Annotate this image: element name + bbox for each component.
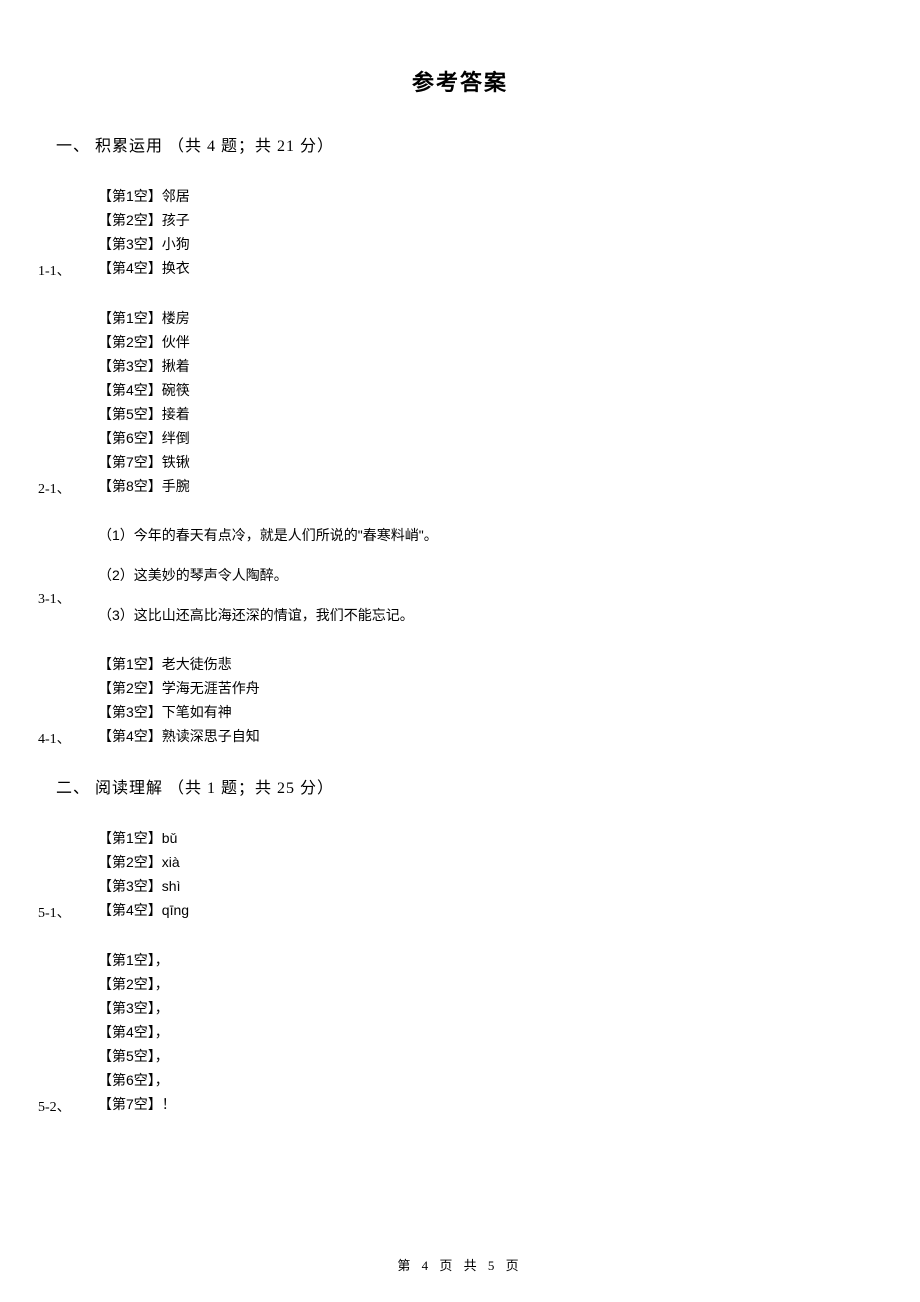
page-title: 参考答案 — [0, 0, 920, 132]
answer-item: 【第1空】邻居 — [98, 184, 864, 208]
answer-item: 【第4空】熟读深思子自知 — [98, 724, 864, 748]
page-footer: 第 4 页 共 5 页 — [0, 1255, 920, 1274]
group-label-5-1: 5-1、 — [38, 902, 71, 922]
answer-group-1: 【第1空】邻居 【第2空】孩子 【第3空】小狗 【第4空】换衣 1-1、 — [56, 184, 864, 280]
answer-item: 【第4空】换衣 — [98, 256, 864, 280]
answer-item: 【第4空】qīng — [98, 898, 864, 922]
sentence-group-3: （1）今年的春天有点冷，就是人们所说的"春寒料峭"。 （2）这美妙的琴声令人陶醉… — [56, 524, 864, 626]
answer-item: 【第1空】楼房 — [98, 306, 864, 330]
group-label-1-1: 1-1、 — [38, 260, 71, 280]
answer-group-5-2: 【第1空】， 【第2空】， 【第3空】， 【第4空】， 【第5空】， 【第6空】… — [56, 948, 864, 1116]
answer-item: 【第2空】xià — [98, 850, 864, 874]
answer-item: 【第1空】， — [98, 948, 864, 972]
answer-item: 【第3空】揪着 — [98, 354, 864, 378]
section-two: 二、 阅读理解 （共 1 题；共 25 分） 【第1空】bǔ 【第2空】xià … — [56, 774, 864, 1116]
answer-item: 【第4空】碗筷 — [98, 378, 864, 402]
group-label-3-1: 3-1、 — [38, 588, 71, 608]
answer-item: 【第4空】， — [98, 1020, 864, 1044]
group-label-5-2: 5-2、 — [38, 1096, 71, 1116]
group-label-4-1: 4-1、 — [38, 728, 71, 748]
answer-item: 【第3空】下笔如有神 — [98, 700, 864, 724]
answer-item: 【第1空】bǔ — [98, 826, 864, 850]
section-one: 一、 积累运用 （共 4 题；共 21 分） 【第1空】邻居 【第2空】孩子 【… — [56, 132, 864, 748]
answer-group-4: 【第1空】老大徒伤悲 【第2空】学海无涯苦作舟 【第3空】下笔如有神 【第4空】… — [56, 652, 864, 748]
answer-item: 【第8空】手腕 — [98, 474, 864, 498]
group-label-2-1: 2-1、 — [38, 478, 71, 498]
answer-item: 【第6空】绊倒 — [98, 426, 864, 450]
answer-item: 【第2空】学海无涯苦作舟 — [98, 676, 864, 700]
answer-item: 【第3空】小狗 — [98, 232, 864, 256]
answer-item: 【第7空】！ — [98, 1092, 864, 1116]
answer-item: 【第2空】孩子 — [98, 208, 864, 232]
answer-item: 【第6空】， — [98, 1068, 864, 1092]
answer-item: 【第7空】铁锹 — [98, 450, 864, 474]
sentence-item: （2）这美妙的琴声令人陶醉。 — [98, 564, 864, 586]
section-two-header: 二、 阅读理解 （共 1 题；共 25 分） — [56, 774, 864, 798]
answer-item: 【第5空】接着 — [98, 402, 864, 426]
answer-item: 【第3空】shì — [98, 874, 864, 898]
sentence-item: （1）今年的春天有点冷，就是人们所说的"春寒料峭"。 — [98, 524, 864, 546]
section-one-header: 一、 积累运用 （共 4 题；共 21 分） — [56, 132, 864, 156]
answer-group-2: 【第1空】楼房 【第2空】伙伴 【第3空】揪着 【第4空】碗筷 【第5空】接着 … — [56, 306, 864, 498]
answer-item: 【第2空】伙伴 — [98, 330, 864, 354]
answer-item: 【第5空】， — [98, 1044, 864, 1068]
answer-item: 【第3空】， — [98, 996, 864, 1020]
answer-item: 【第1空】老大徒伤悲 — [98, 652, 864, 676]
sentence-item: （3）这比山还高比海还深的情谊，我们不能忘记。 — [98, 604, 864, 626]
answer-group-5-1: 【第1空】bǔ 【第2空】xià 【第3空】shì 【第4空】qīng 5-1、 — [56, 826, 864, 922]
answer-item: 【第2空】， — [98, 972, 864, 996]
